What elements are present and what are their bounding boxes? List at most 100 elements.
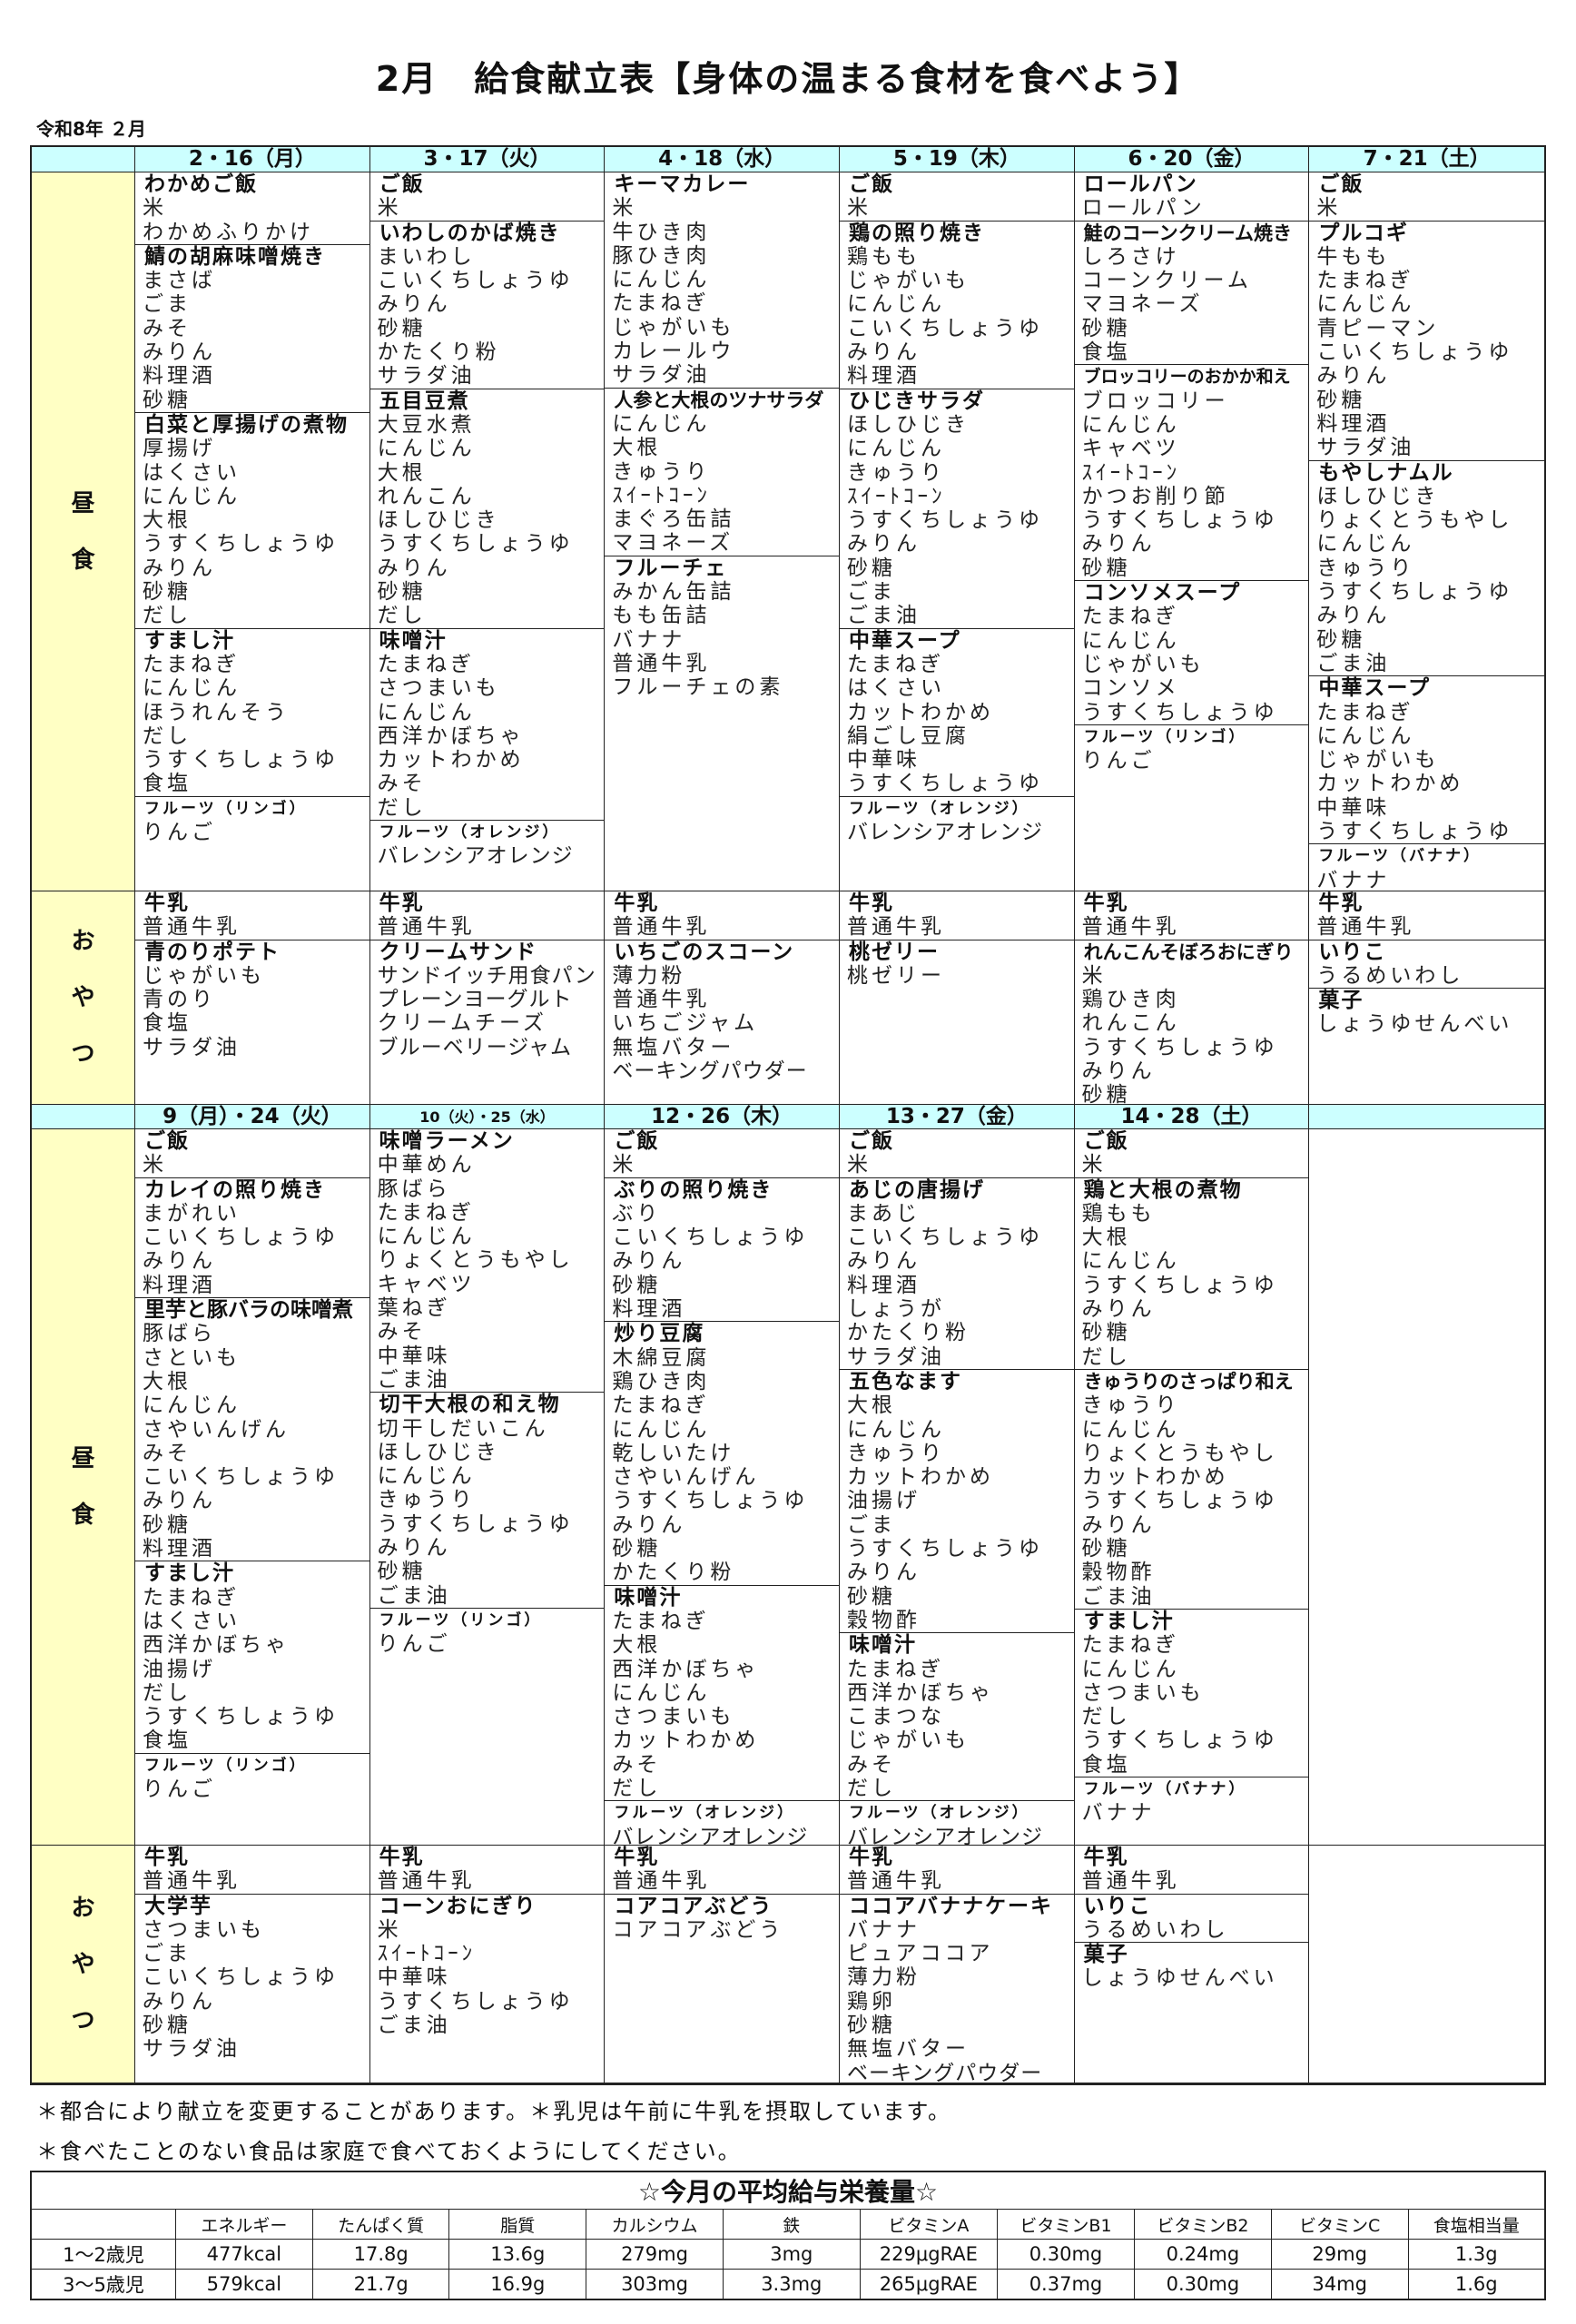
nutrition-header: ビタミンA [859, 2209, 999, 2240]
dish-block: 牛乳 普通牛乳 [1075, 1846, 1309, 1894]
dish-block: 牛乳 普通牛乳 [370, 891, 605, 940]
ingredient: 米 [377, 1917, 402, 1942]
ingredient: 普通牛乳 [612, 988, 711, 1012]
dish-name: 味噌汁 [848, 1633, 917, 1658]
ingredient: バナナ [846, 1917, 921, 1942]
dish-block: ひじきサラダ ほしひじき にんじん きゅうり ｽｲｰﾄｺｰﾝ うすくちしょうゆ みりん 砂糖ご… [839, 388, 1074, 628]
ingredient: 穀物酢 [846, 1608, 921, 1632]
dish-block: いちごのスコーン 薄力粉 普通牛乳 いちごジャム 無塩バター ベーキングパウダー [605, 939, 839, 1084]
ingredient: ごま [143, 292, 192, 317]
snack-label-char: や [71, 984, 95, 1011]
ingredient: はくさい [143, 1609, 241, 1633]
ingredient: 普通牛乳 [143, 1869, 241, 1894]
dish-name: 味噌汁 [614, 1585, 683, 1610]
ingredient: みりん [846, 1249, 921, 1274]
dish-name: 牛乳 [1318, 891, 1364, 915]
dish-name: クリームサンド [379, 940, 537, 964]
dish-block: フルーツ（リンゴ） りんご [135, 1752, 369, 1802]
dish-block: 人参と大根のツナサラダ にんじん 大根 きゅうり ｽｲｰﾄｺｰﾝ まぐろ缶詰 マヨネーズ [605, 387, 839, 556]
ingredient: りょくとうもやし [1316, 508, 1513, 533]
ingredient: うるめいわし [1081, 1917, 1229, 1942]
ingredient: 砂糖 [143, 580, 192, 605]
ingredient: 大根 [143, 508, 192, 533]
ingredient: 砂糖 [846, 2014, 896, 2038]
dish-block: わかめご飯米わかめふりかけ [135, 172, 369, 244]
ingredient: 砂糖 [1316, 388, 1366, 412]
ingredient: 普通牛乳 [612, 1869, 711, 1894]
ingredient: みりん [1081, 1059, 1156, 1084]
ingredient: 料理酒 [143, 1537, 216, 1561]
ingredient: にんじん [846, 292, 945, 317]
ingredient: マヨネーズ [1081, 292, 1204, 317]
dish-name: 炒り豆腐 [614, 1322, 705, 1346]
ingredient: 砂糖 [1081, 556, 1131, 580]
dish-name: 鯖の胡麻味噌焼き [144, 244, 326, 269]
day-header: 14・28（土） [1074, 1105, 1310, 1129]
ingredient: にんじん [1316, 292, 1415, 317]
dish-name: ひじきサラダ [848, 389, 985, 413]
dish-block: ご飯米 [135, 1129, 369, 1177]
nutrition-cell: 229μgRAE [859, 2239, 999, 2270]
dish-name: ご飯 [1083, 1129, 1129, 1153]
ingredient: 砂糖 [377, 316, 427, 340]
ingredient: 食塩 [143, 772, 192, 796]
dish-block: きゅうりのさっぱり和え きゅうり にんじん りょくとうもやし カットわかめ うすくちしょう… [1074, 1368, 1309, 1609]
ingredient: 砂糖 [1081, 316, 1131, 340]
nutrition-row: 1～2歳児 477kcal 17.8g 13.6g 279mg 3mg 229μgRAE 0.… [30, 2239, 1546, 2270]
day-header: 6・20（金） [1074, 147, 1310, 172]
ingredient: 普通牛乳 [1316, 915, 1415, 940]
note-2: ＊食べたことのない食品は家庭で食べておくようにしてください。 [36, 2139, 742, 2164]
ingredient: みりん [1081, 1512, 1156, 1537]
dish-block: クリームサンド サンドイッチ用食パン プレーンヨーグルト クリームチーズ ブルーベリージ… [369, 939, 605, 1059]
dish-block: 牛乳 普通牛乳 [840, 1846, 1074, 1894]
ingredient: ベーキングパウダー [846, 2061, 1043, 2083]
dish-name: フルーチェ [614, 556, 728, 580]
ingredient: 切干しだいこん [377, 1416, 549, 1441]
dish-block: コンソメスープ たまねぎ にんじん じゃがいも コンソメ うすくちしょうゆ [1074, 580, 1309, 724]
ingredient: 西洋かぼちゃ [612, 1657, 760, 1681]
ingredient: 米 [846, 196, 872, 221]
ingredient: ごま [846, 1512, 896, 1537]
ingredient: 木綿豆腐 [612, 1345, 711, 1370]
nutrition-cell: 16.9g [448, 2269, 587, 2300]
ingredient: わかめふりかけ [143, 220, 314, 244]
ingredient: うすくちしょうゆ [1081, 700, 1278, 724]
nutrition-cell: 303mg [586, 2269, 724, 2300]
day-header: 2・16（月） [135, 147, 370, 172]
ingredient: 普通牛乳 [377, 1869, 476, 1894]
snack-label: おやつ [32, 891, 135, 1105]
era-month: 令和8年 ２月 [36, 118, 146, 140]
ingredient: みそ [377, 1320, 427, 1344]
menu-cell: ご飯米鶏と大根の煮物 鶏もも 大根 にんじん うすくちしょうゆ みりん 砂糖 だし きゅうりのさ… [1074, 1129, 1310, 1846]
ingredient: こいくちしょうゆ [143, 1465, 339, 1490]
menu-cell: 牛乳 普通牛乳 いりこ うるめいわし 菓子 しょうゆせんべい [1074, 1846, 1310, 2083]
ingredient: サラダ油 [1316, 436, 1415, 460]
dish-name: 牛乳 [614, 1846, 660, 1869]
dish-block: いりこ うるめいわし [1309, 939, 1544, 989]
menu-cell: ご飯米あじの唐揚げ まあじ こいくちしょうゆ みりん 料理酒 しょうが かたくり粉 サラダ油五… [839, 1129, 1075, 1846]
ingredient: 米 [377, 196, 402, 221]
ingredient: 普通牛乳 [1081, 1869, 1180, 1894]
dish-block: 中華スープ たまねぎ にんじん じゃがいも カットわかめ 中華味 うすくちしょうゆ [1309, 675, 1544, 843]
ingredient: しょうゆせんべい [1081, 1966, 1278, 1991]
ingredient: ごま油 [377, 1583, 451, 1608]
ingredient: こいくちしょうゆ [612, 1226, 809, 1250]
ingredient: じゃがいも [846, 269, 970, 293]
dish-name: フルーツ（バナナ） [1083, 1780, 1247, 1799]
ingredient: みりん [846, 532, 921, 556]
day-header: 12・26（木） [605, 1105, 840, 1129]
menu-cell [1309, 1846, 1544, 2083]
dish-block: フルーツ（リンゴ） りんご [135, 795, 369, 845]
ingredient: しろさけ [1081, 244, 1180, 269]
lunch-label-char: 食 [71, 1502, 95, 1529]
ingredient: さつまいも [377, 676, 500, 701]
ingredient: サラダ油 [377, 364, 476, 389]
nutrition-title-row: ☆今月の平均給与栄養量☆ [30, 2171, 1546, 2210]
ingredient: 砂糖 [143, 388, 192, 412]
ingredient: にんじん [1316, 724, 1415, 748]
page-title: 2月 給食献立表【身体の温まる食材を食べよう】 [375, 59, 1201, 99]
ingredient: ごま油 [377, 1367, 451, 1392]
ingredient: うすくちしょうゆ [377, 1512, 574, 1536]
dish-block: 味噌汁 たまねぎ 西洋かぼちゃ こまつな じゃがいも みそ だし [839, 1632, 1074, 1800]
ingredient: 砂糖 [846, 556, 896, 580]
